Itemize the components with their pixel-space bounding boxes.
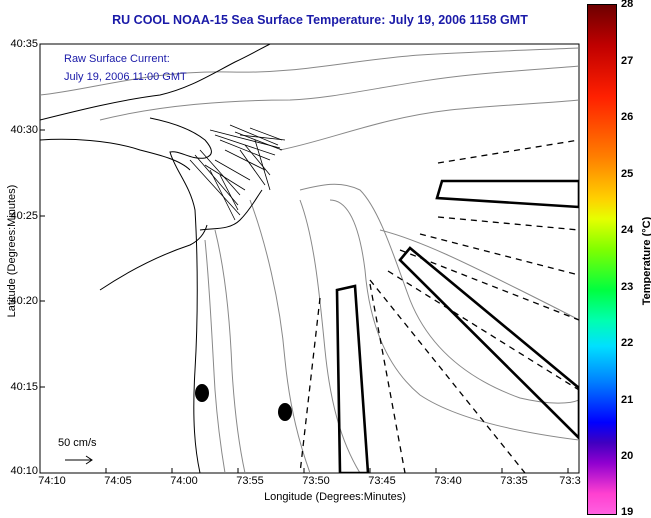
temperature-colorbar (587, 4, 617, 515)
colorbar-tick: 28 (621, 0, 634, 10)
current-label: Raw Surface Current: (64, 53, 170, 65)
map-title: RU COOL NOAA-15 Sea Surface Temperature:… (112, 13, 528, 27)
x-tick-label: 73:50 (302, 475, 330, 487)
y-tick-label: 40:15 (10, 381, 38, 393)
bathy-contour (204, 239, 226, 473)
colorbar-tick: 27 (621, 55, 634, 67)
colorbar-tick: 24 (621, 224, 634, 236)
y-tick-label: 40:25 (10, 210, 38, 222)
bathy-contour (379, 229, 579, 321)
colorbar-title: Temperature (°C) (641, 216, 651, 306)
bathy-contour (299, 183, 579, 404)
x-tick-label: 74:10 (38, 475, 66, 487)
y-tick-label: 40:30 (10, 124, 38, 136)
x-tick-label: 74:00 (170, 475, 198, 487)
station-marker (195, 384, 209, 402)
colorbar-tick: 26 (621, 111, 634, 123)
x-tick-label: 73:45 (368, 475, 396, 487)
x-tick-label: 73:3 (559, 475, 581, 487)
bathy-contour (40, 47, 579, 96)
colorbar-tick: 23 (621, 281, 634, 293)
coastline (40, 138, 191, 171)
colorbar-tick: 25 (621, 168, 634, 180)
x-tick-label: 73:40 (434, 475, 462, 487)
coastline (99, 224, 208, 291)
scale-arrow (65, 455, 93, 465)
bathy-contour (279, 99, 579, 151)
bathy-contour (299, 199, 361, 473)
y-axis-label: Latitude (Degrees:Minutes) (6, 184, 18, 318)
radar-beam-edges (299, 139, 579, 473)
plot-frame (39, 43, 580, 474)
bathy-contour (249, 199, 311, 473)
coastline (199, 189, 263, 231)
coastline (40, 44, 271, 121)
bathy-contour (329, 199, 579, 441)
bathy-contour (99, 65, 579, 121)
x-tick-label: 74:05 (104, 475, 132, 487)
x-tick-label: 73:35 (500, 475, 528, 487)
axis-ticks (39, 43, 569, 474)
x-axis-label: Longitude (Degrees:Minutes) (264, 491, 406, 503)
scale-label: 50 cm/s (58, 437, 97, 449)
current-vectors (189, 124, 286, 221)
colorbar-tick: 20 (621, 450, 634, 462)
colorbar-tick: 21 (621, 394, 634, 406)
colorbar-tick: 22 (621, 337, 634, 349)
station-marker (278, 403, 292, 421)
y-tick-label: 40:10 (10, 465, 38, 477)
current-date: July 19, 2006 11:00 GMT (64, 71, 187, 83)
x-tick-label: 73:55 (236, 475, 264, 487)
bathy-contour (214, 229, 246, 473)
y-tick-label: 40:35 (10, 38, 38, 50)
colorbar-tick: 19 (621, 506, 634, 518)
y-tick-label: 40:20 (10, 295, 38, 307)
coastline (149, 117, 212, 473)
radar-beams (335, 179, 579, 473)
